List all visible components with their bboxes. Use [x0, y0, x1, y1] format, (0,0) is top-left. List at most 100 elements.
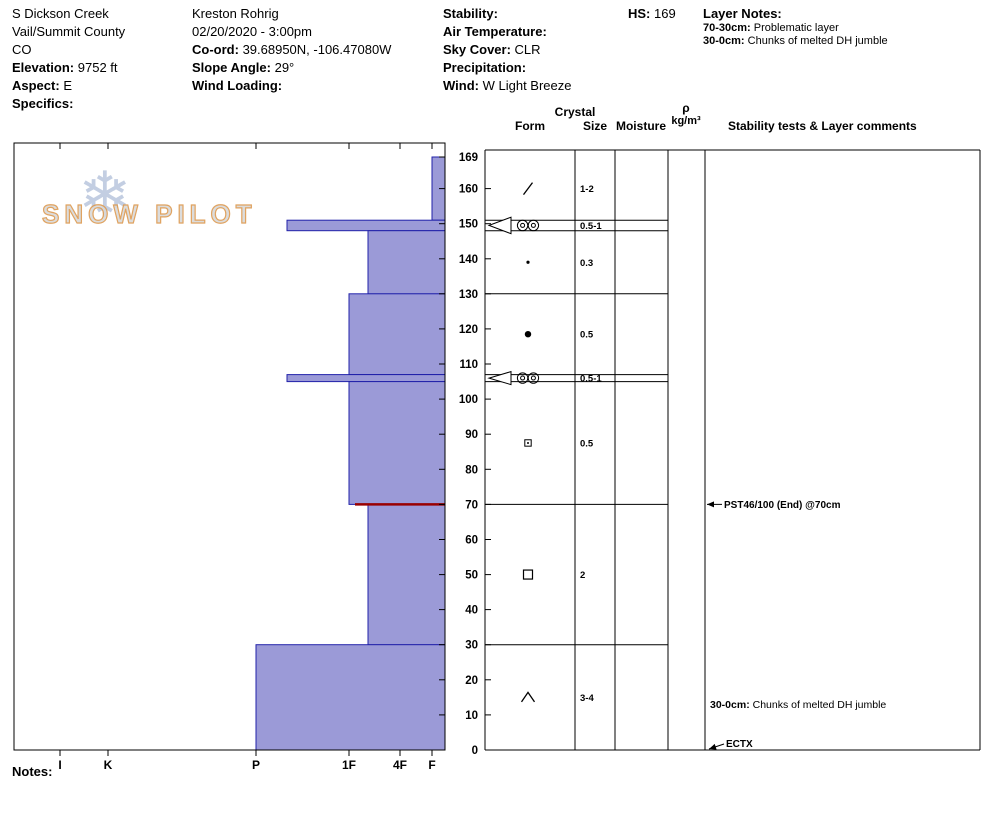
layer-note-text: Chunks of melted DH jumble: [747, 35, 888, 47]
depth-tick-label: 140: [459, 254, 478, 266]
grain-size-label: 0.3: [580, 258, 593, 269]
grain-form-symbol: [527, 219, 540, 232]
site-name: S Dickson Creek: [12, 6, 109, 21]
depth-tick-label: 130: [459, 289, 478, 301]
slope-angle-label: Slope Angle:: [192, 60, 271, 75]
grain-form-symbol: [524, 439, 532, 447]
coordinates: Co-ord: 39.68950N, -106.47080W: [192, 41, 391, 59]
layer-comment: 30-0cm: Chunks of melted DH jumble: [710, 699, 886, 711]
aspect-value: E: [63, 78, 72, 93]
plot-border: [13, 142, 446, 751]
layer-note-range: 30-0cm:: [703, 35, 745, 47]
layer-flag-marker: [487, 370, 512, 386]
stability-label: Stability:: [443, 6, 498, 21]
elevation-value: 9752 ft: [77, 60, 118, 75]
slope-angle: Slope Angle: 29°: [192, 59, 391, 77]
stability-test-label: PST46/100 (End) @70cm: [724, 500, 841, 511]
grain-size-label: 0.5: [580, 330, 594, 341]
depth-tick-label: 40: [465, 605, 478, 617]
hardness-tick-label: P: [252, 758, 260, 772]
grain-form-symbol: [522, 569, 534, 580]
hardness-tick-label: I: [58, 758, 61, 772]
depth-tick-label: 0: [472, 745, 478, 757]
coord-label: Co-ord:: [192, 42, 239, 57]
precipitation-label: Precipitation:: [443, 60, 527, 75]
density-unit-header: kg/m³: [671, 115, 701, 127]
site-state: CO: [12, 42, 32, 57]
grain-form-symbol: [526, 260, 530, 264]
crystal-symbols: 1-2 0.5-1 0.3 0.5 0.5-1 0.5 2 3-4: [516, 182, 602, 704]
site-elevation: Elevation: 9752 ft: [12, 59, 125, 77]
grain-size-label: 3-4: [580, 693, 594, 704]
precipitation: Precipitation:: [443, 59, 571, 77]
layer-note-range: 70-30cm:: [703, 22, 751, 34]
snowflake-logo-icon: ❄: [78, 159, 132, 231]
grain-form-symbol: [516, 219, 529, 232]
wind-value: W Light Breeze: [482, 78, 572, 93]
depth-tick-label: 50: [465, 570, 478, 582]
wind-label: Wind:: [443, 78, 479, 93]
grain-size-label: 1-2: [580, 184, 594, 195]
depth-tick-label: 110: [459, 359, 478, 371]
sky-cover-value: CLR: [514, 42, 541, 57]
specifics-label: Specifics:: [12, 96, 74, 111]
layer-bar: [255, 644, 446, 751]
hardness-tick-label: 4F: [393, 758, 407, 772]
depth-tick-label: 150: [459, 219, 478, 231]
coord-value: 39.68950N, -106.47080W: [242, 42, 392, 57]
hardness-tick-label: K: [104, 758, 113, 772]
snow-height: HS: 169: [628, 5, 676, 23]
hardness-axis: I K P 1F 4F F: [58, 143, 436, 772]
depth-axis: 1691601501401301201101009080706050403020…: [439, 152, 478, 757]
site-region: Vail/Summit County: [12, 24, 126, 39]
air-temperature-label: Air Temperature:: [443, 24, 547, 39]
snow-height-block: HS: 169: [628, 5, 676, 23]
grain-form-symbol: [522, 182, 534, 195]
size-column-header: Size: [582, 119, 607, 133]
form-column-header: Form: [515, 119, 545, 133]
aspect-label: Aspect:: [12, 78, 60, 93]
layer-bar: [286, 374, 446, 383]
layer-note: 70-30cm: Problematic layer: [703, 22, 888, 35]
depth-tick-label: 60: [465, 535, 478, 547]
wind-loading: Wind Loading:: [192, 77, 391, 95]
layer-note-text: Problematic layer: [753, 22, 839, 34]
sky-cover: Sky Cover: CLR: [443, 41, 571, 59]
slope-angle-value: 29°: [274, 60, 295, 75]
grain-size-label: 2: [580, 570, 585, 581]
depth-tick-label: 169: [459, 152, 478, 164]
annotation-arrow-icon: [707, 501, 714, 508]
air-temperature: Air Temperature:: [443, 23, 571, 41]
layer-note: 30-0cm: Chunks of melted DH jumble: [703, 35, 888, 48]
density-symbol-header: ρ: [682, 101, 690, 115]
observer-name: Kreston Rohrig: [192, 6, 279, 21]
hardness-tick-label: 1F: [342, 758, 356, 772]
grain-size-label: 0.5: [580, 439, 594, 450]
site-aspect: Aspect: E: [12, 77, 125, 95]
layer-grid: [484, 149, 981, 751]
site-specifics: Specifics:: [12, 95, 125, 113]
wind-loading-label: Wind Loading:: [192, 78, 283, 93]
layer-bar: [367, 503, 446, 646]
conditions-block: Stability: Air Temperature: Sky Cover: C…: [443, 5, 571, 95]
observer-block: Kreston Rohrig 02/20/2020 - 3:00pm Co-or…: [192, 5, 391, 95]
stability-annotations: PST46/100 (End) @70cm 30-0cm: Chunks of m…: [707, 500, 886, 750]
observation-datetime: 02/20/2020 - 3:00pm: [192, 24, 312, 39]
depth-tick-label: 20: [465, 675, 478, 687]
hardness-bars: [255, 156, 446, 751]
layer-flag-marker: [487, 216, 512, 235]
layer-bar: [286, 219, 446, 232]
layer-bar: [348, 381, 446, 505]
depth-tick-label: 100: [459, 394, 478, 406]
depth-tick-label: 30: [465, 640, 478, 652]
wind: Wind: W Light Breeze: [443, 77, 571, 95]
grain-size-label: 0.5-1: [580, 221, 602, 232]
grain-form-symbol: [527, 372, 540, 384]
depth-tick-label: 160: [459, 184, 478, 196]
depth-tick-label: 120: [459, 324, 478, 336]
snowpilot-watermark: SNOW PILOT: [41, 198, 257, 229]
grain-size-label: 0.5-1: [580, 374, 602, 385]
hs-label: HS:: [628, 6, 651, 21]
depth-tick-label: 10: [465, 710, 478, 722]
